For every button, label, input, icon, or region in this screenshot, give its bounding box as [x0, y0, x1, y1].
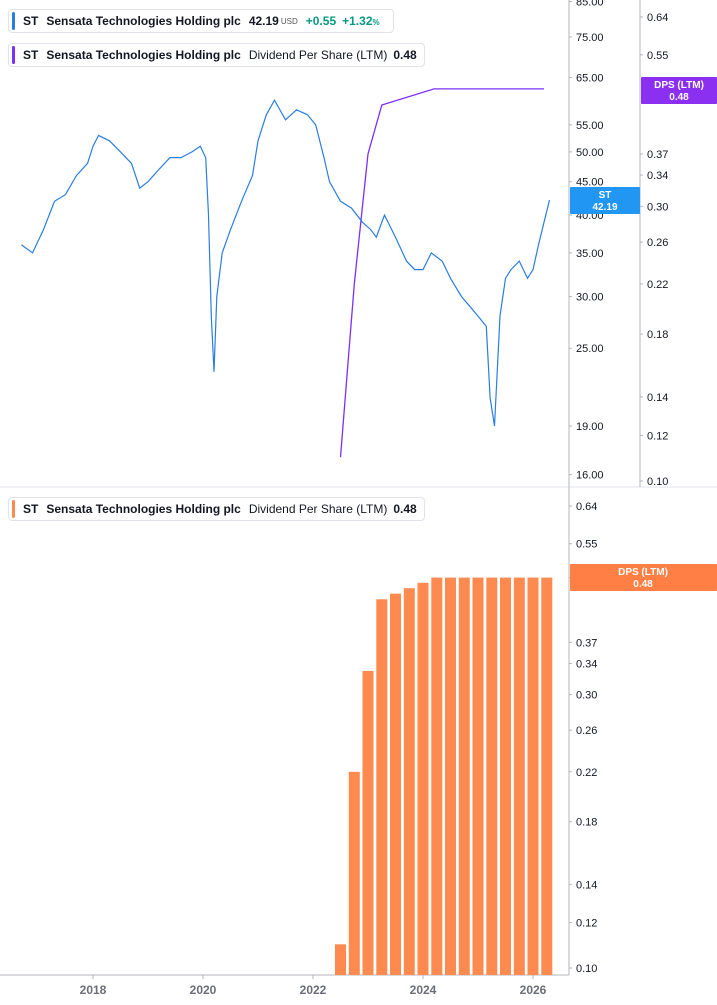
dps-axis-bottom-tick-label: 0.14	[576, 879, 597, 891]
dps-axis-bottom-tick-label: 0.18	[576, 817, 597, 829]
legend-symbol: ST	[23, 48, 39, 62]
price-axis-tick-label: 19.00	[576, 421, 604, 433]
dps-badge-bottom: DPS (LTM) 0.48	[570, 564, 717, 591]
price-axis-tick-label: 85.00	[576, 0, 604, 9]
price-axis-tick-label: 50.00	[576, 147, 604, 159]
dps-badge-bottom-value: 0.48	[633, 579, 653, 590]
dps-bar	[500, 577, 511, 975]
price-axis-tick-label: 55.00	[576, 120, 604, 132]
dps-axis-bottom-tick-label: 0.64	[576, 501, 597, 513]
time-tick-label: 2026	[520, 983, 547, 997]
dps-badge-top-label: DPS (LTM)	[654, 80, 704, 91]
price-axis-tick-label: 16.00	[576, 470, 604, 482]
time-tick-label: 2024	[410, 983, 437, 997]
legend-indicator-name: Dividend Per Share (LTM)	[248, 48, 388, 62]
dps-axis-bottom-tick-label: 0.12	[576, 918, 597, 930]
time-tick-label: 2018	[80, 983, 107, 997]
legend-company: Sensata Technologies Holding plc	[46, 48, 241, 62]
legend-company: Sensata Technologies Holding plc	[46, 502, 241, 516]
dps-axis-bottom-tick-label: 0.55	[576, 539, 597, 551]
dps-axis-top-tick-label: 0.37	[647, 149, 668, 161]
price-badge-value: 42.19	[592, 202, 617, 213]
dps-axis-top-tick-label: 0.30	[647, 201, 668, 213]
legend-change: +0.55	[305, 14, 337, 28]
dps-axis-top-tick-label: 0.10	[647, 476, 668, 488]
dps-axis-top-tick-label: 0.55	[647, 50, 668, 62]
dps-axis-bottom-tick-label: 0.30	[576, 690, 597, 702]
dps-bar	[541, 577, 553, 975]
dps-bar	[390, 593, 401, 975]
dps-line-series-color	[12, 46, 15, 64]
dps-bar	[486, 577, 498, 975]
dps-bar-series-color	[12, 500, 15, 518]
price-badge: ST 42.19	[570, 187, 640, 214]
legend-price: 42.19	[248, 14, 279, 28]
dps-bar	[458, 577, 470, 975]
price-axis-tick-label: 75.00	[576, 32, 604, 44]
price-axis-tick-label: 65.00	[576, 73, 604, 85]
dps-bar	[348, 771, 360, 975]
dps-axis-top-tick-label: 0.26	[647, 237, 668, 249]
time-tick-label: 2020	[190, 983, 217, 997]
dps-bar	[362, 670, 374, 975]
dps-line-legend[interactable]: ST Sensata Technologies Holding plc Divi…	[8, 43, 425, 67]
dps-bar	[513, 577, 525, 975]
dps-axis-top-tick-label: 0.22	[647, 279, 668, 291]
price-axis[interactable]: 85.0075.0065.0055.0050.0045.0040.0035.00…	[569, 0, 604, 482]
dps-bar	[403, 588, 415, 975]
legend-indicator-name: Dividend Per Share (LTM)	[248, 502, 388, 516]
dps-badge-bottom-label: DPS (LTM)	[618, 567, 668, 578]
price-badge-label: ST	[599, 190, 612, 201]
price-line-series	[21, 98, 551, 427]
dps-axis-bottom-tick-label: 0.22	[576, 767, 597, 779]
legend-symbol: ST	[23, 502, 39, 516]
dps-bar	[335, 944, 346, 975]
legend-currency: USD	[280, 16, 298, 26]
dps-bar	[376, 599, 388, 975]
dps-badge-top-value: 0.48	[669, 92, 689, 103]
price-axis-tick-label: 30.00	[576, 292, 604, 304]
dps-axis-bottom-tick-label: 0.10	[576, 963, 597, 975]
time-axis[interactable]: 2018 2020 2022 2024 2026	[80, 975, 547, 997]
price-legend[interactable]: ST Sensata Technologies Holding plc 42.1…	[8, 9, 394, 33]
dps-badge-top: DPS (LTM) 0.48	[641, 77, 717, 104]
dps-bar-legend[interactable]: ST Sensata Technologies Holding plc Divi…	[8, 497, 425, 521]
price-axis-tick-label: 45.00	[576, 177, 604, 189]
dps-bar	[527, 577, 539, 975]
price-series-color	[12, 12, 15, 30]
dps-bar	[417, 582, 429, 975]
dps-bar	[445, 577, 456, 975]
legend-symbol: ST	[23, 14, 39, 28]
price-axis-tick-label: 35.00	[576, 248, 604, 260]
dps-axis-top[interactable]: 0.64 0.55 0.37 0.34 0.30 0.26 0.22 0.18 0.14 0.12…	[640, 12, 668, 488]
dps-axis-bottom-tick-label: 0.34	[576, 658, 597, 670]
dps-axis-top-tick-label: 0.18	[647, 329, 668, 341]
dps-bar	[472, 577, 484, 975]
dps-bar	[431, 577, 443, 975]
time-tick-label: 2022	[300, 983, 327, 997]
price-axis-tick-label: 25.00	[576, 343, 604, 355]
legend-change-pct: +1.32%	[342, 14, 380, 28]
dps-line-series	[339, 88, 544, 458]
dps-axis-bottom-tick-label: 0.26	[576, 725, 597, 737]
dps-axis-top-tick-label: 0.34	[647, 170, 668, 182]
dps-axis-bottom-tick-label: 0.37	[576, 637, 597, 649]
dps-axis-top-tick-label: 0.64	[647, 12, 668, 24]
legend-company: Sensata Technologies Holding plc	[46, 14, 241, 28]
dps-axis-top-tick-label: 0.14	[647, 392, 668, 404]
legend-indicator-value: 0.48	[393, 48, 417, 62]
dps-axis-top-tick-label: 0.12	[647, 430, 668, 442]
legend-indicator-value: 0.48	[393, 502, 417, 516]
dps-bar-series	[335, 577, 553, 975]
